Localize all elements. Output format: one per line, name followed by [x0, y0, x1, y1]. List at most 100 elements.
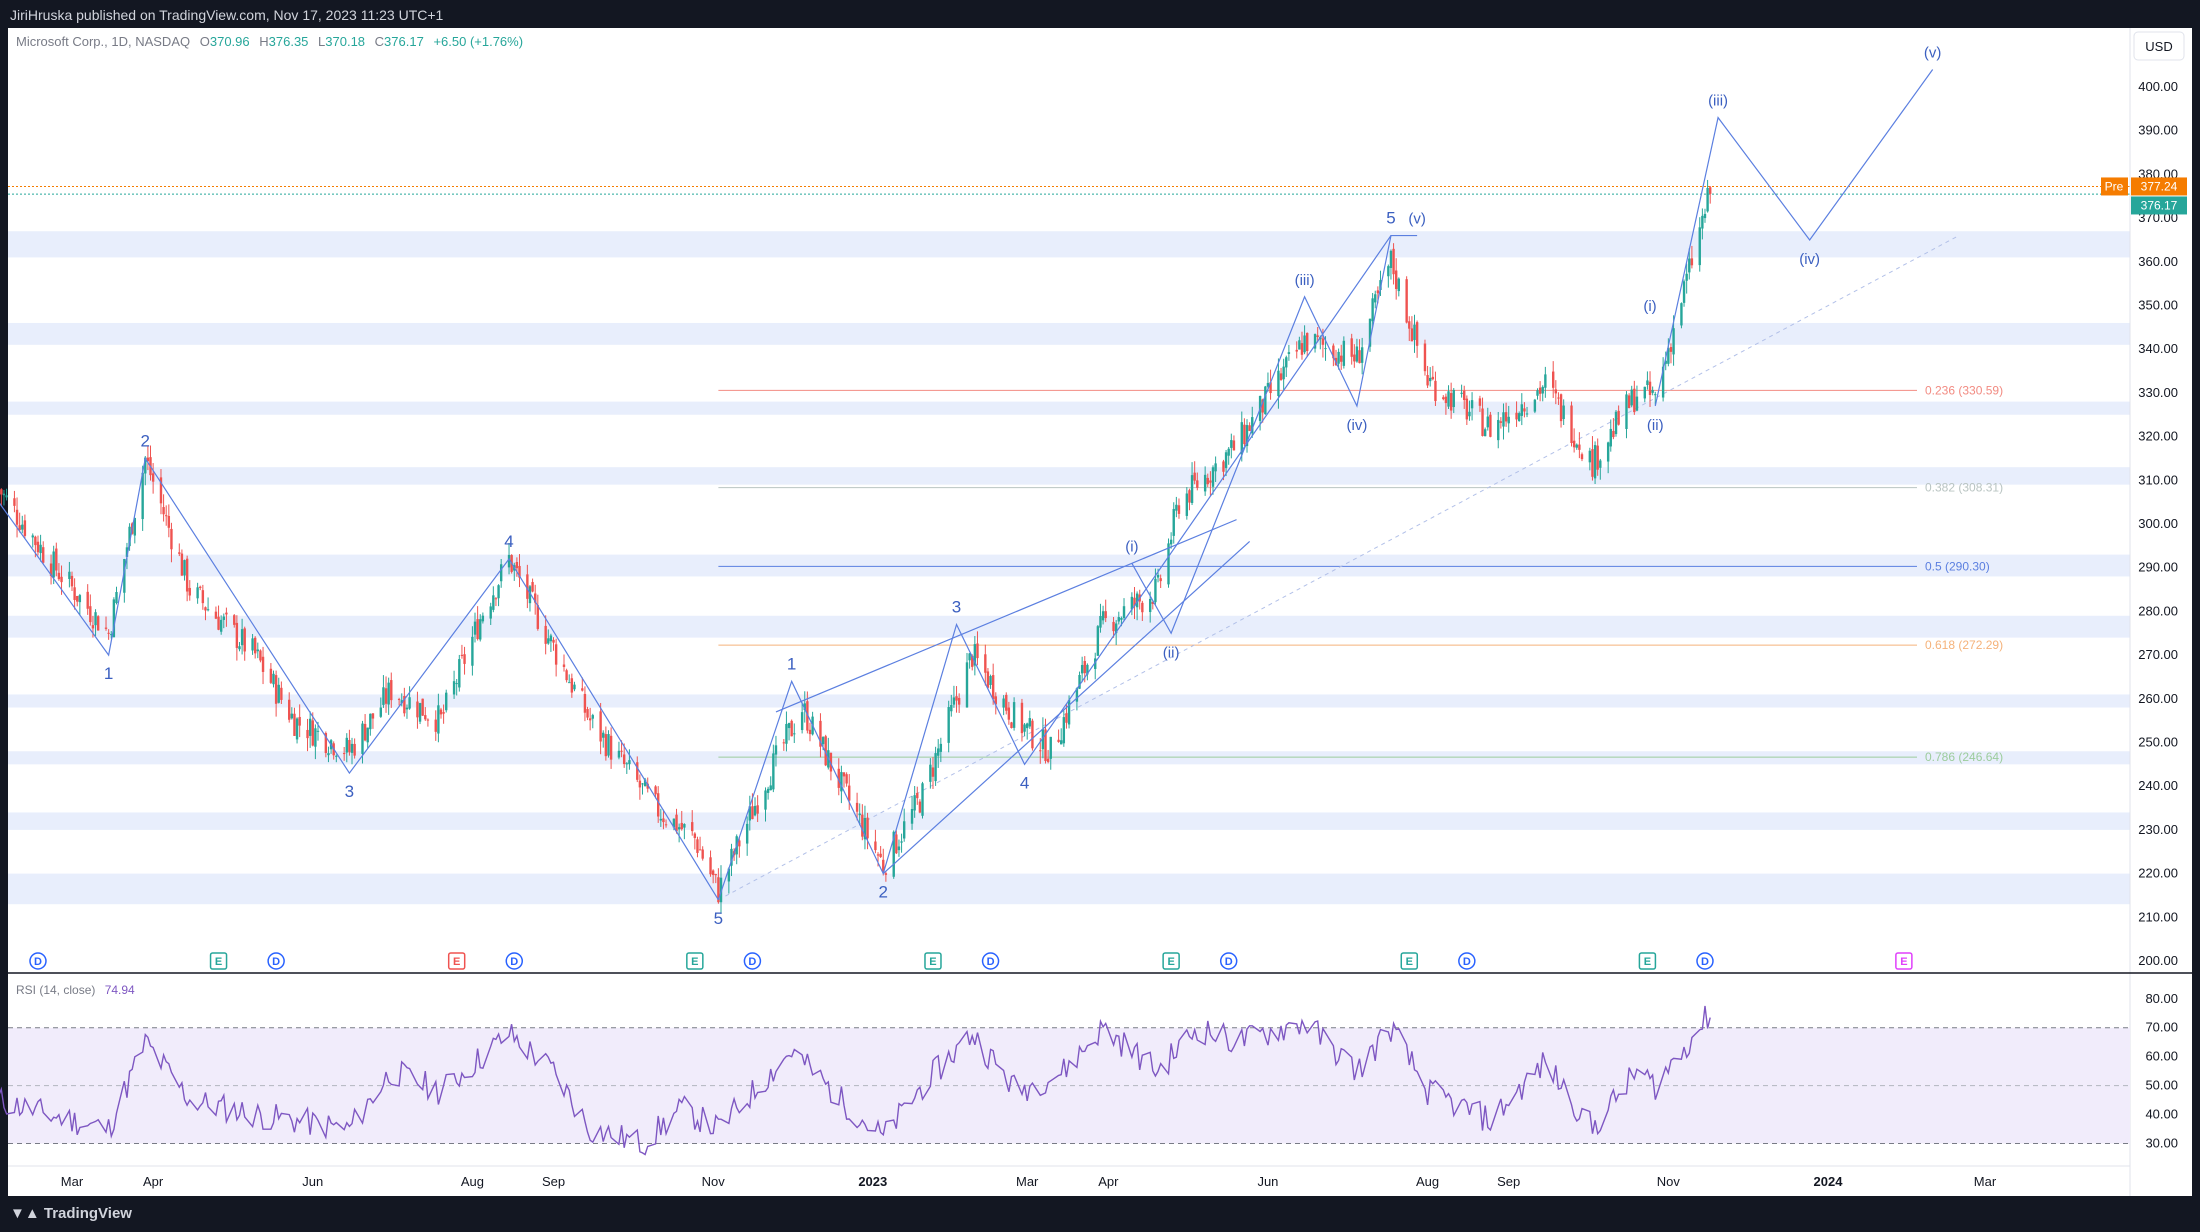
time-tick-label: Aug: [1416, 1174, 1439, 1189]
earnings-icon[interactable]: [1638, 952, 1657, 970]
candle-body: [238, 646, 241, 650]
candle-body: [1415, 322, 1419, 346]
candle-body: [568, 682, 571, 684]
rsi-legend: RSI (14, close) 74.94: [16, 983, 135, 997]
candle-body: [455, 683, 458, 685]
candle-body: [390, 680, 393, 701]
candle-body: [1533, 399, 1537, 412]
time-tick-label: Mar: [1974, 1174, 1997, 1189]
candle-body: [199, 586, 202, 588]
candle-body: [1591, 449, 1594, 477]
candle-body: [1172, 508, 1175, 536]
candle-body: [1523, 408, 1526, 412]
candle-body: [1552, 371, 1555, 388]
dividend-icon[interactable]: [981, 952, 1000, 970]
high-value: 376.35: [269, 34, 309, 49]
currency-button[interactable]: [2133, 31, 2185, 61]
candle-body: [1185, 493, 1189, 516]
candle-body: [892, 831, 895, 877]
candle-body: [874, 841, 877, 851]
candle-body: [1538, 387, 1542, 394]
candle-body: [269, 668, 273, 683]
time-axis[interactable]: Mar Apr Jun Aug Sep Nov 2023 Mar Apr Jun Aug Sep Nov…: [8, 1165, 2130, 1189]
price-tick-label: 200.00: [2138, 953, 2178, 968]
candle-body: [214, 611, 218, 619]
candle-body: [426, 719, 430, 721]
fib-trend-line: [718, 235, 1960, 901]
candle-body: [1387, 266, 1390, 277]
candle-body: [167, 515, 171, 528]
candle-body: [583, 693, 587, 713]
candle-body: [1049, 736, 1052, 759]
wave-label: (i): [1643, 298, 1656, 315]
candle-body: [379, 707, 383, 717]
event-type-label: D: [987, 956, 995, 968]
candle-body: [1067, 699, 1071, 725]
dividend-icon[interactable]: [267, 952, 285, 970]
candle-body: [1151, 601, 1155, 604]
dividend-icon[interactable]: [1219, 952, 1238, 970]
candle-body: [1517, 413, 1521, 422]
dividend-icon[interactable]: [29, 952, 47, 970]
candle-body: [1031, 720, 1034, 749]
candle-body: [316, 730, 320, 732]
candle-body: [1672, 328, 1675, 355]
price-axis[interactable]: 200.00 210.00 220.00 230.00 240.00 250.00 260.…: [2101, 28, 2187, 1196]
candle-body: [400, 700, 403, 704]
time-tick-label: Sep: [542, 1174, 565, 1189]
candle-body: [609, 735, 613, 760]
earnings-icon[interactable]: [924, 952, 942, 970]
candle-body: [1394, 270, 1398, 290]
earnings-icon[interactable]: [686, 952, 704, 970]
candle-body: [955, 696, 958, 701]
candle-body: [620, 750, 623, 752]
wave-label: (iii): [1708, 93, 1728, 110]
wave-label: (iv): [1799, 251, 1820, 268]
candle-body: [306, 729, 309, 739]
candle-body: [691, 822, 694, 832]
candle-body: [1682, 281, 1686, 303]
candle-body: [1002, 698, 1005, 708]
candle-body: [1452, 389, 1455, 408]
chart-area[interactable]: 0.236 (330.59) 0.382 (308.31) 0.5 (290.30)…: [0, 28, 2200, 1196]
candle-body: [819, 720, 822, 747]
candle-body: [965, 662, 969, 708]
candle-body: [1371, 298, 1374, 322]
candle-body: [918, 801, 922, 813]
candle-body: [876, 854, 880, 856]
candle-body: [1486, 416, 1489, 428]
candle-body: [39, 544, 42, 554]
candle-body: [1669, 347, 1673, 352]
rsi-label: RSI (14, close): [16, 983, 95, 997]
earnings-icon[interactable]: [1400, 952, 1419, 970]
candle-body: [937, 748, 940, 756]
price-axis-ticks: 200.00 210.00 220.00 230.00 240.00 250.00 260.…: [2138, 79, 2178, 968]
candle-body: [1442, 397, 1445, 400]
candle-body: [86, 591, 89, 609]
candle-body: [1261, 399, 1264, 413]
candle-body: [1133, 597, 1136, 607]
candle-body: [1661, 366, 1665, 398]
candle-body: [1211, 467, 1215, 487]
dividend-icon[interactable]: [505, 952, 524, 970]
candle-body: [70, 575, 74, 587]
candle-body: [939, 743, 943, 752]
earnings-icon[interactable]: [1895, 952, 1913, 970]
candle-body: [1062, 717, 1066, 744]
candle-body: [1112, 621, 1115, 632]
candle-body: [34, 536, 37, 546]
dividend-icon[interactable]: [1458, 952, 1476, 970]
candle-body: [1285, 357, 1288, 368]
tradingview-logo[interactable]: ▼▲ TradingView: [10, 1205, 132, 1222]
dividend-icon[interactable]: [1696, 952, 1714, 970]
candle-body: [664, 824, 668, 826]
candle-body: [1313, 334, 1317, 349]
candle-body: [646, 783, 649, 789]
candle-body: [1544, 374, 1547, 388]
dividend-icon[interactable]: [743, 952, 762, 970]
earnings-icon[interactable]: [1162, 952, 1180, 970]
wave-label: 2: [879, 883, 888, 902]
earnings-icon[interactable]: [209, 952, 228, 970]
earnings-icon[interactable]: [447, 952, 466, 970]
